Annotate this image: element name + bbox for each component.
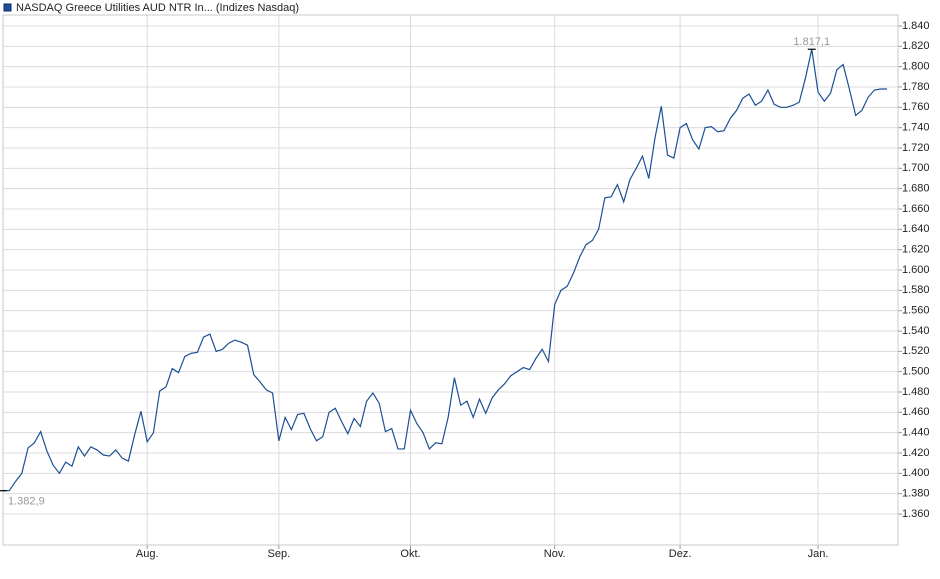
y-tick-label: 1.480: [902, 386, 930, 398]
y-tick-label: 1.440: [902, 427, 930, 439]
x-tick-label: Sep.: [268, 548, 291, 560]
legend-swatch: [3, 3, 12, 12]
y-tick-label: 1.380: [902, 488, 930, 500]
y-tick-label: 1.620: [902, 244, 930, 256]
y-tick-label: 1.600: [902, 264, 930, 276]
y-tick-label: 1.720: [902, 142, 930, 154]
y-tick-label: 1.560: [902, 305, 930, 317]
y-tick-label: 1.540: [902, 325, 930, 337]
annotation-label: 1.382,9: [8, 496, 45, 508]
chart-title: NASDAQ Greece Utilities AUD NTR In... (I…: [16, 2, 299, 14]
x-tick-label: Dez.: [669, 548, 692, 560]
y-tick-label: 1.680: [902, 183, 930, 195]
y-tick-label: 1.820: [902, 40, 930, 52]
y-tick-label: 1.640: [902, 223, 930, 235]
y-tick-label: 1.740: [902, 122, 930, 134]
y-tick-label: 1.400: [902, 467, 930, 479]
y-tick-label: 1.420: [902, 447, 930, 459]
y-tick-label: 1.660: [902, 203, 930, 215]
y-tick-label: 1.460: [902, 406, 930, 418]
y-tick-label: 1.500: [902, 366, 930, 378]
y-tick-label: 1.760: [902, 101, 930, 113]
x-tick-label: Nov.: [544, 548, 566, 560]
x-tick-label: Jan.: [808, 548, 829, 560]
plot-frame: [2, 14, 899, 546]
y-tick-label: 1.800: [902, 61, 930, 73]
line-series: [3, 49, 887, 492]
y-tick-label: 1.360: [902, 508, 930, 520]
y-tick-label: 1.520: [902, 345, 930, 357]
y-tick-label: 1.700: [902, 162, 930, 174]
y-tick-label: 1.780: [902, 81, 930, 93]
x-tick-label: Aug.: [136, 548, 159, 560]
y-tick-label: 1.580: [902, 284, 930, 296]
x-tick-label: Okt.: [400, 548, 420, 560]
y-tick-label: 1.840: [902, 20, 930, 32]
annotation-label: 1.817,1: [793, 36, 830, 48]
